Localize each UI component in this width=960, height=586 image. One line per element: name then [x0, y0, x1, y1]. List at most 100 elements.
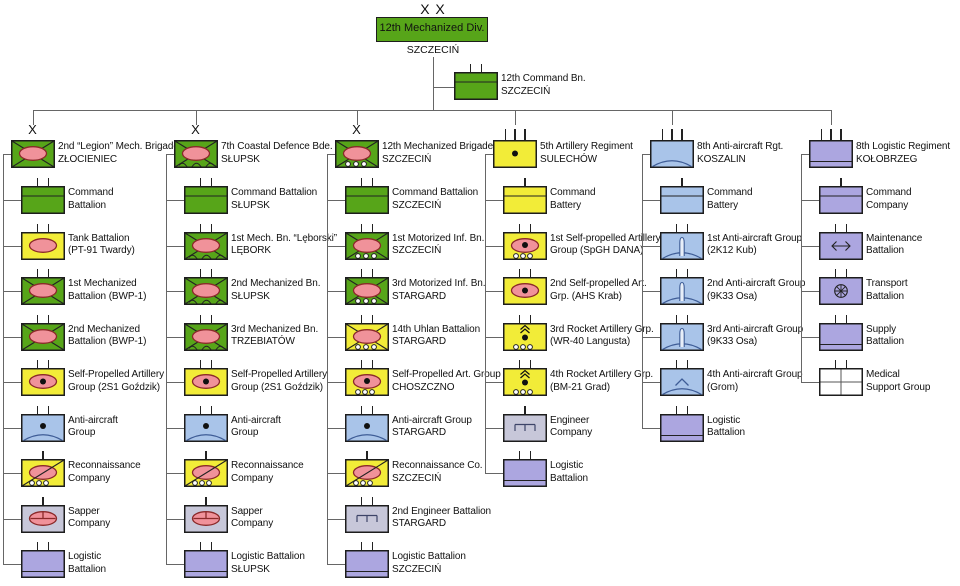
unit-location: Company — [550, 427, 593, 438]
echelon-tick — [210, 542, 212, 550]
unit-name: 1st Anti-aircraft Group — [707, 232, 802, 244]
unit-stub — [166, 473, 184, 474]
echelon-tick — [834, 223, 836, 232]
maintenance-symbol-icon — [819, 231, 863, 260]
unit-location: Group (2S1 Goździk) — [231, 381, 324, 393]
unit-location: SZCZECIŃ — [392, 245, 442, 256]
echelon-tick — [360, 178, 362, 186]
unit-name: Command Battalion — [231, 187, 318, 198]
echelon-tick — [840, 178, 842, 186]
echelon-tick — [845, 314, 847, 323]
unit-name: Command Battalion — [392, 187, 479, 198]
unit-location: (9K33 Osa) — [707, 336, 758, 347]
echelon-tick — [371, 405, 373, 414]
echelon-tick — [199, 178, 201, 186]
unit-name: Engineer — [550, 414, 590, 426]
echelon-tick — [845, 269, 847, 277]
unit-name: Supply — [866, 323, 896, 335]
unit-name: Reconnaissance — [231, 460, 304, 471]
mech-symbol-icon — [21, 322, 65, 351]
unit-stub — [166, 564, 184, 565]
unit-location: SULECHÓW — [540, 153, 597, 165]
echelon-tick — [675, 223, 677, 232]
echelon-tick — [36, 178, 38, 186]
echelon-tick — [834, 360, 836, 368]
unit-stub — [485, 200, 503, 201]
unit-location: SZCZECIŃ — [382, 153, 432, 165]
unit-name: 1st Motorized Inf. Bn. — [392, 232, 485, 244]
unit-location: Company — [68, 518, 111, 529]
column-spine — [3, 154, 4, 564]
unit-name: 3rd Anti-aircraft Group — [707, 323, 804, 335]
unit-name: 2nd “Legion” Mech. Brigade — [58, 141, 179, 152]
command-symbol-icon — [21, 186, 65, 214]
motorized-symbol-icon — [345, 322, 389, 351]
recon-symbol-icon — [184, 459, 228, 487]
unit-location: Battalion — [866, 245, 905, 256]
unit-location: Battalion — [707, 427, 746, 438]
aa-symbol-icon — [184, 413, 228, 442]
unit-location: Battalion (BWP-1) — [68, 290, 147, 302]
unit-location: STARGARD — [392, 427, 447, 438]
unit-stub — [642, 291, 660, 292]
unit-location: (2K12 Kub) — [707, 245, 757, 256]
unit-stub — [166, 427, 184, 429]
unit-stub — [3, 245, 21, 247]
unit-name: Reconnaissance Co. — [392, 460, 483, 471]
transport-symbol-icon — [819, 277, 863, 305]
unit-stub — [166, 382, 184, 383]
command-bn-stub — [433, 87, 455, 88]
brigade-echelon: X — [352, 122, 362, 137]
logistic-symbol-icon — [660, 413, 704, 442]
logistic-symbol-icon — [809, 140, 853, 168]
spine-stub — [801, 154, 809, 155]
unit-stub — [642, 427, 660, 429]
echelon-tick — [834, 269, 836, 277]
unit-location: SZCZECIŃ — [392, 472, 442, 484]
unit-name: Transport — [866, 278, 908, 289]
echelon-tick — [514, 129, 516, 140]
echelon-tick — [681, 178, 683, 186]
echelon-tick — [529, 269, 531, 277]
unit-stub — [327, 291, 345, 292]
echelon-tick — [671, 129, 673, 140]
echelon-tick — [529, 451, 531, 459]
echelon-tick — [360, 496, 362, 505]
echelon-tick — [675, 269, 677, 277]
spine-stub — [485, 154, 493, 155]
unit-name: 12th Command Bn. — [501, 73, 586, 84]
unit-location: Grp. (AHS Krab) — [550, 290, 622, 302]
echelon-tick — [36, 405, 38, 414]
unit-location: (BM-21 Grad) — [550, 381, 610, 393]
unit-name: 3rd Motorized Inf. Bn. — [392, 278, 486, 289]
unit-stub — [3, 382, 21, 383]
echelon-tick — [529, 314, 531, 323]
column-spine — [642, 154, 643, 428]
command-symbol-icon — [503, 186, 547, 214]
unit-name: 7th Coastal Defence Bde. — [221, 141, 333, 152]
echelon-tick — [42, 451, 44, 459]
column-drop — [515, 110, 516, 125]
unit-name: 5th Artillery Regiment — [540, 141, 633, 152]
unit-stub — [642, 382, 660, 383]
echelon-tick — [845, 360, 847, 368]
echelon-tick — [205, 496, 207, 505]
unit-name: Anti-aircraft — [231, 414, 281, 426]
echelon-tick — [371, 542, 373, 550]
spine-stub — [166, 154, 174, 155]
unit-location: TRZEBIATÓW — [231, 336, 295, 347]
unit-location: STARGARD — [392, 336, 447, 347]
spine-stub — [642, 154, 650, 155]
unit-name: 8th Logistic Regiment — [856, 141, 951, 152]
unit-name: 2nd Mechanized Bn. — [231, 278, 321, 289]
unit-stub — [327, 200, 345, 201]
art-symbol-icon — [493, 140, 537, 168]
unit-location: KOSZALIN — [697, 153, 746, 165]
unit-location: (WR-40 Langusta) — [550, 336, 631, 347]
unit-location: Company — [866, 199, 909, 211]
echelon-tick — [360, 542, 362, 550]
logistic-symbol-icon — [345, 550, 389, 578]
unit-location: Support Group — [866, 381, 931, 393]
echelon-tick — [199, 223, 201, 232]
recon-symbol-icon — [345, 459, 389, 487]
